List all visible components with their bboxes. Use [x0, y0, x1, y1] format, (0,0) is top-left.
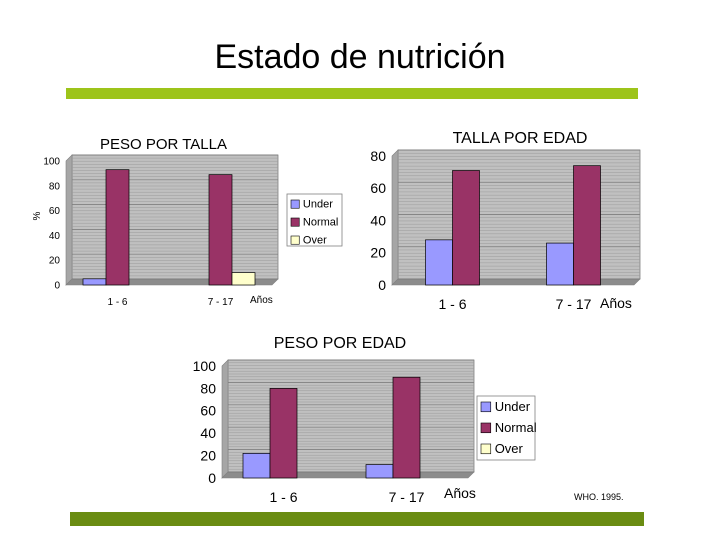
x-tick-label: 7 - 17 — [389, 489, 425, 505]
slide-title: Estado de nutrición — [214, 38, 506, 76]
y-tick-label: 40 — [49, 231, 61, 242]
bar-normal — [208, 174, 233, 286]
plot-side-wall — [221, 359, 229, 479]
bar-under — [82, 278, 107, 286]
y-tick-label: 80 — [200, 380, 216, 396]
y-axis-label: % — [32, 211, 43, 220]
y-tick-label: 0 — [208, 470, 216, 486]
accent-bar-bottom — [70, 512, 644, 526]
x-axis-label: Años — [600, 295, 632, 311]
x-axis-label: Años — [444, 485, 476, 501]
y-tick-label: 20 — [49, 256, 61, 267]
y-tick-label: 20 — [200, 448, 216, 464]
chart-1: 0 20 40 60 80 100 1 - 6 7 - 17 Años% PESO POR TAL… — [32, 136, 343, 308]
legend-swatch — [480, 443, 492, 455]
legend-swatch — [290, 199, 300, 209]
x-tick-label: 1 - 6 — [269, 489, 297, 505]
y-tick-label: 0 — [54, 281, 60, 292]
plot-side-wall — [65, 154, 73, 286]
bar-normal — [452, 170, 480, 286]
y-tick-label: 100 — [43, 157, 60, 168]
y-tick-label: 60 — [49, 206, 61, 217]
x-tick-label: 7 - 17 — [208, 297, 234, 308]
chart-title: PESO POR EDAD — [274, 335, 406, 352]
chart-2: 0 20 40 60 80 1 - 6 7 - 17 Años TALLA POR EDAD — [370, 130, 641, 312]
legend-swatch — [290, 235, 300, 245]
y-tick-label: 80 — [370, 148, 386, 164]
legend-label: Under — [495, 399, 531, 414]
y-tick-label: 40 — [200, 425, 216, 441]
y-tick-label: 0 — [378, 277, 386, 293]
legend-label: Normal — [495, 420, 537, 435]
bar-over — [231, 272, 256, 286]
legend-label: Under — [303, 198, 333, 210]
y-tick-label: 60 — [370, 180, 386, 196]
bar-normal — [105, 169, 130, 286]
legend-swatch — [290, 217, 300, 227]
y-tick-label: 100 — [193, 358, 217, 374]
legend-swatch — [480, 401, 492, 413]
y-tick-label: 80 — [49, 181, 61, 192]
x-tick-label: 1 - 6 — [107, 297, 127, 308]
y-tick-label: 40 — [370, 212, 386, 228]
chart-title: PESO POR TALLA — [100, 136, 227, 153]
chart-title: TALLA POR EDAD — [453, 130, 588, 147]
bar-under — [425, 239, 453, 286]
x-axis-label: Años — [250, 295, 273, 306]
legend-swatch — [480, 422, 492, 434]
x-tick-label: 1 - 6 — [438, 296, 466, 312]
source-credit: WHO. 1995. — [574, 492, 624, 502]
bar-under — [242, 453, 271, 479]
plot-side-wall — [391, 149, 399, 286]
bar-under — [546, 242, 574, 286]
bar-normal — [392, 376, 421, 479]
bar-normal — [573, 165, 601, 286]
legend-label: Normal — [303, 216, 338, 228]
legend-label: Over — [495, 441, 524, 456]
y-tick-label: 20 — [370, 245, 386, 261]
bar-normal — [269, 388, 298, 479]
y-tick-label: 60 — [200, 403, 216, 419]
chart-3: 0 20 40 60 80 100 1 - 6 7 - 17 Años PESO POR EDAD… — [193, 335, 537, 505]
x-tick-label: 7 - 17 — [556, 296, 592, 312]
legend-label: Over — [303, 234, 327, 246]
bar-under — [365, 464, 394, 479]
accent-bar-top — [66, 88, 638, 99]
